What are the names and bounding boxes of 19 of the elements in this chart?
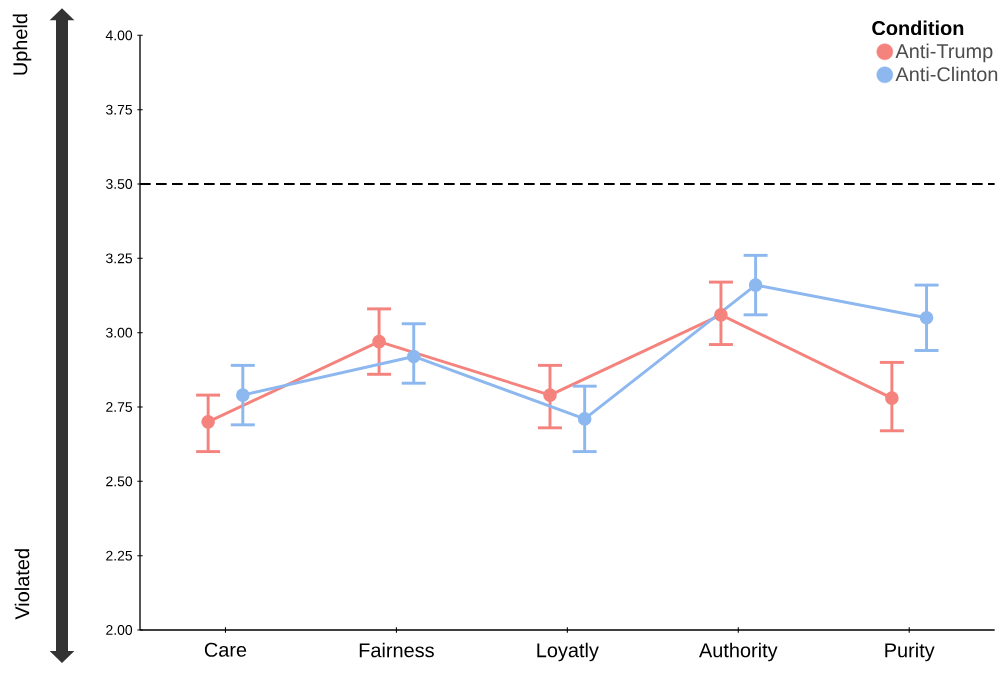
x-tick-label: Fairness <box>359 642 434 658</box>
text: Upheld <box>12 14 32 75</box>
y-tick-label: 3.50 <box>106 179 133 189</box>
y-tick-label: 3.00 <box>106 327 133 338</box>
legend-label: Anti-Clinton <box>895 66 998 82</box>
y-tick-label: 2.75 <box>106 402 133 412</box>
y-tick-label: 2.25 <box>106 550 133 561</box>
y-tick-label: 3.75 <box>106 104 133 115</box>
x-tick-label: Purity <box>885 642 935 662</box>
y-tick-label: 2.50 <box>106 476 133 487</box>
y-tick-label: 4.00 <box>105 30 133 41</box>
y-tick-label: 3.25 <box>106 253 133 264</box>
y-tick-label: 2.00 <box>106 625 133 635</box>
x-tick-label: Loyatly <box>537 642 599 662</box>
x-tick-label: Authority <box>699 642 778 662</box>
x-tick-label: Care <box>204 642 247 657</box>
text: Violated <box>14 549 30 620</box>
legend-label: Anti-Trump <box>895 43 993 63</box>
legend-title: Condition <box>872 20 964 36</box>
